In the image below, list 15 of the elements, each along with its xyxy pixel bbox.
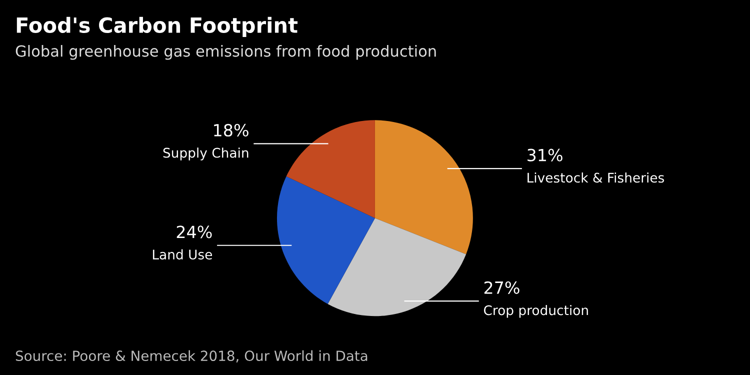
pie-slice: [276, 176, 375, 304]
slice-label: Supply Chain: [163, 148, 248, 160]
data-label: 24%: [176, 226, 212, 238]
pie-slice: [286, 120, 375, 218]
pie-slice: [374, 120, 473, 254]
slice-label: Land Use: [152, 249, 212, 260]
data-label: 27%: [484, 281, 520, 294]
source-note: Source: Poore & Nemecek 2018, Our World in Data: [16, 350, 368, 362]
chart-subtitle: Global greenhouse gas emissions from food production: [16, 45, 436, 60]
slice-label: Livestock & Fisheries: [528, 172, 664, 183]
data-label: 18%: [214, 124, 248, 137]
chart-title: Food's Carbon Footprint: [16, 16, 298, 38]
slice-label: Crop production: [484, 305, 588, 318]
pie-slice: [328, 218, 466, 316]
data-label: 31%: [528, 148, 562, 162]
